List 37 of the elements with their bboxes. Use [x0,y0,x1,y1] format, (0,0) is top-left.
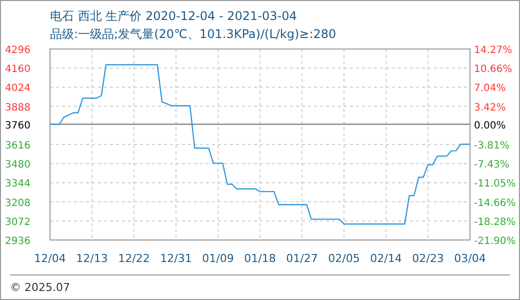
x-tick-label: 12/22 [118,252,150,265]
y-tick-label: 3760 [5,120,30,132]
x-tick-label: 12/04 [34,252,66,265]
x-tick-label: 02/14 [370,252,402,265]
x-tick-label: 02/23 [412,252,444,265]
y2-tick-label: -7.43% [474,160,510,171]
y2-tick-label: -14.66% [474,198,516,209]
x-tick-label: 01/18 [244,252,276,265]
y-tick-label: 3072 [5,216,30,228]
y2-tick-label: -11.05% [474,178,516,190]
y-tick-label: 4296 [5,45,30,56]
y-tick-label: 2936 [5,236,30,247]
x-tick-label: 01/09 [202,252,234,265]
line-series [49,64,471,225]
y2-tick-label: 14.27% [474,45,512,56]
y-tick-label: 3616 [5,140,30,152]
text: © 2025.07 [10,281,70,294]
y-tick-label: 3480 [5,160,30,171]
x-tick-label: 12/13 [76,252,108,265]
y2-tick-label: 0.00% [474,120,506,132]
y-tick-label: 4024 [5,83,30,94]
x-tick-label: 01/27 [286,252,318,265]
y2-tick-label: -18.28% [474,216,516,228]
y-tick-label: 3208 [5,198,30,209]
x-tick-label: 03/04 [454,252,486,265]
chart-subtitle: 品级:一级品;发气量(20℃、101.3KPa)/(L/kg)≥:280 [50,27,336,41]
chart-title: 电石 西北 生产价 2020-12-04 - 2021-03-04 [50,9,297,23]
y2-tick-label: 3.42% [474,102,506,114]
y2-tick-label: -3.81% [474,140,510,152]
y-tick-label: 3888 [5,102,30,114]
y2-tick-label: -21.90% [474,236,516,247]
y2-tick-label: 10.66% [474,64,512,76]
y-tick-label: 4160 [5,64,30,76]
y-tick-label: 3344 [5,178,30,190]
x-tick-label: 02/05 [328,252,360,265]
x-tick-label: 12/31 [160,252,192,265]
y2-tick-label: 7.04% [474,83,506,94]
